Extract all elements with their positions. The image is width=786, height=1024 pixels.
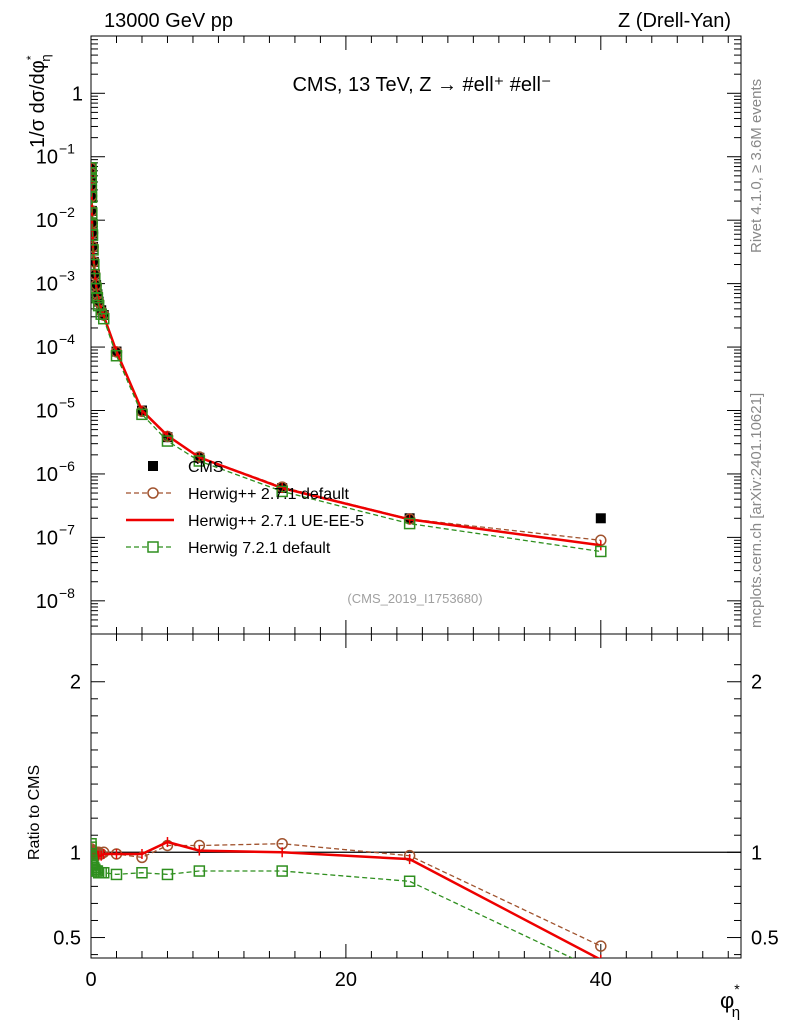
y-tick-label: 10 [36,210,58,232]
collision-energy-label: 13000 GeV pp [104,10,233,32]
legend-marker [147,541,159,553]
series-marker [193,455,206,467]
legend-label: CMS [188,459,224,476]
data-point [91,205,97,216]
series-marker [276,865,288,877]
y-tick-label: 10 [36,401,58,423]
series-marker [403,517,416,530]
y-tick-label: 10 [36,591,58,613]
y-tick-label: 10 [36,274,58,296]
y-tick-exponent: −4 [59,331,75,347]
legend-item: Herwig++ 2.7.1 UE-EE-5 [126,513,364,530]
series-marker [91,841,97,853]
series-marker [91,180,98,193]
ratio-y-axis-label: Ratio to CMS [26,765,43,860]
main-y-axis-label: 1/σ dσ/dφ*η [24,54,53,148]
ratio-y-tick-label: 0.5 [53,928,81,950]
legend-item: CMS [148,459,224,476]
y-tick-exponent: −7 [59,521,75,537]
series-marker [91,166,97,179]
main-series-cms [91,163,606,524]
data-point [595,513,606,524]
ratio-y-tick-label: 1 [70,842,81,864]
process-label: Z (Drell-Yan) [618,10,731,32]
data-point [91,191,97,202]
series-marker [110,868,123,881]
y-tick-label: 10 [36,527,58,549]
x-tick-label: 20 [335,969,357,991]
y-tick-label: 10 [36,337,58,359]
y-tick-label: 10 [36,464,58,486]
series-marker [136,408,148,421]
analysis-id-label: (CMS_2019_I1753680) [347,591,482,606]
series-marker [161,435,174,447]
legend: CMS Herwig++ 2.7.1 default Herwig++ 2.7.1 … [126,459,364,557]
series-marker [161,868,174,881]
main-panel: 10 −810 −710 −610 −510 −410 −310 −210 −11 [36,35,742,635]
x-tick-label: 0 [85,969,96,991]
x-tick-label: 40 [590,969,612,991]
legend-item: Herwig++ 2.7.1 default [126,486,350,503]
ratio-y-tick-label: 2 [70,672,81,694]
x-axis-text: φ* η [720,981,740,1021]
series-marker [403,875,416,888]
data-point [91,218,98,229]
legend-marker [147,487,159,499]
series-line [91,843,602,947]
series-line [91,168,601,541]
ratio-y-tick-label-right: 2 [751,672,762,694]
main-title: CMS, 13 TeV, Z → #ell⁺ #ell⁻ [292,74,551,96]
series-marker [91,863,101,876]
x-axis-label: φ* η [720,981,740,1021]
rivet-version-label: Rivet 4.1.0, ≥ 3.6M events [748,79,765,253]
y-tick-exponent: −1 [59,141,75,157]
series-marker [91,173,98,186]
series-marker [276,485,288,498]
series-marker [92,299,105,312]
series-marker [91,291,104,304]
series-marker [91,207,98,219]
data-point [91,180,97,191]
ratio-y-tick-label-right: 0.5 [751,928,779,950]
legend-marker [148,461,158,471]
series-marker [91,244,99,256]
data-point [91,173,97,184]
main-y-axis-text: 1/σ dσ/dφ*η [24,54,53,148]
series-marker [97,866,110,879]
series-marker [91,258,100,271]
y-tick-exponent: −5 [59,395,75,411]
ratio-panel: 0 20 40 0.5 0.5 1 1 2 2 [53,633,779,991]
series-marker [91,191,98,203]
series-line [91,840,601,958]
y-tick-exponent: −6 [59,458,75,474]
data-point [91,241,99,252]
y-tick-label: 1 [72,83,83,105]
series-marker [91,229,99,241]
series-line [91,167,601,553]
data-point [91,228,98,239]
series-marker [110,349,123,362]
mcplots-label: mcplots.cern.ch [arXiv:2401.10621] [748,393,765,628]
series-marker [595,940,607,952]
ratio-y-tick-label-right: 1 [751,842,762,864]
legend-label: Herwig++ 2.7.1 default [188,486,350,503]
series-marker [91,865,104,877]
series-marker [193,865,206,877]
legend-label: Herwig 7.2.1 default [188,540,331,557]
y-tick-label: 10 [36,147,58,169]
legend-item: Herwig 7.2.1 default [126,540,331,557]
ratio-series-herwig-7-2-1-default [91,837,574,958]
legend-label: Herwig++ 2.7.1 UE-EE-5 [188,513,364,530]
ratio-frame [90,633,742,959]
y-tick-exponent: −8 [59,585,75,601]
series-marker [97,312,110,325]
main-series-herwig-7-2-1-default [91,162,607,558]
series-marker [595,545,607,558]
y-tick-exponent: −3 [59,268,75,284]
y-tick-exponent: −2 [59,204,75,220]
series-marker [136,866,148,879]
